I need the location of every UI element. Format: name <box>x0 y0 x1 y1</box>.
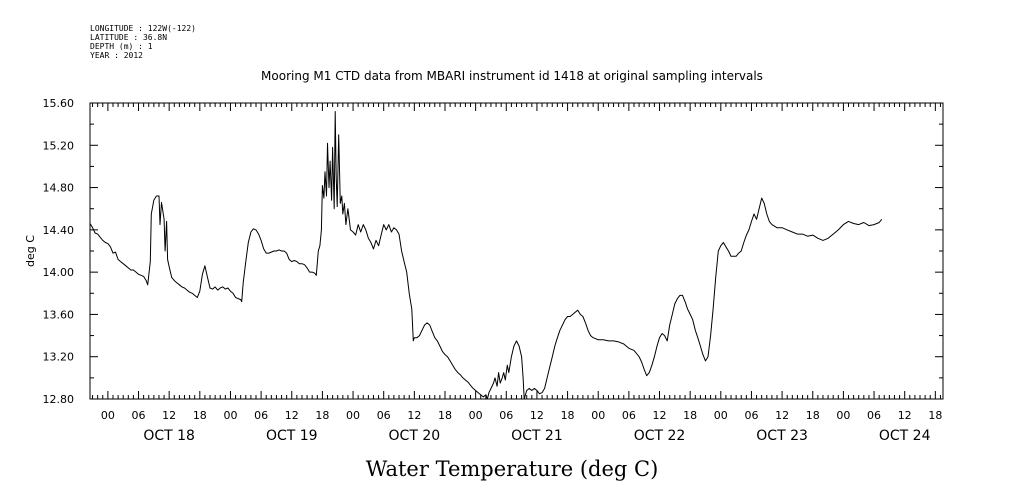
x-hour-label: 18 <box>561 409 575 422</box>
x-day-label: OCT 18 <box>143 428 195 444</box>
x-hour-label: 00 <box>591 409 605 422</box>
x-hour-label: 06 <box>377 409 391 422</box>
metadata-block: LONGITUDE : 122W(-122) LATITUDE : 36.8N … <box>90 24 196 60</box>
chart-title: Mooring M1 CTD data from MBARI instrumen… <box>261 69 763 83</box>
temperature-series-line <box>89 111 883 400</box>
x-hour-label: 18 <box>438 409 452 422</box>
y-axis-label: deg C <box>24 235 37 267</box>
x-hour-label: 12 <box>407 409 421 422</box>
y-tick-label: 14.40 <box>43 224 75 237</box>
y-axis: 12.80 13.20 13.60 14.00 14.40 14.80 15.20 15.60 <box>43 97 943 406</box>
x-hour-label: 06 <box>867 409 881 422</box>
x-hour-label: 00 <box>836 409 850 422</box>
x-hour-label: 00 <box>346 409 360 422</box>
x-hour-label: 18 <box>928 409 942 422</box>
x-hour-label: 12 <box>530 409 544 422</box>
x-axis: 00 06 12 18 00 06 12 18 00 06 12 18 00 06 12 18 00 06 12 18… <box>92 103 942 444</box>
longitude-label: LONGITUDE : 122W(-122) <box>90 24 196 33</box>
x-hour-label: 12 <box>653 409 667 422</box>
x-hour-label: 18 <box>193 409 207 422</box>
depth-label: DEPTH (m) : 1 <box>90 42 153 51</box>
x-day-label: OCT 21 <box>511 428 563 444</box>
x-day-label: OCT 20 <box>389 428 441 444</box>
x-hour-label: 06 <box>132 409 146 422</box>
x-hour-label: 00 <box>469 409 483 422</box>
y-tick-label: 15.60 <box>43 97 75 110</box>
y-tick-label: 15.20 <box>43 139 75 152</box>
x-hour-label: 06 <box>499 409 513 422</box>
y-tick-label: 14.80 <box>43 182 75 195</box>
year-label: YEAR : 2012 <box>90 51 143 60</box>
x-hour-label: 00 <box>714 409 728 422</box>
x-hour-label: 12 <box>775 409 789 422</box>
x-hour-label: 06 <box>744 409 758 422</box>
y-tick-label: 12.80 <box>43 393 75 406</box>
series-layer <box>89 111 883 400</box>
x-hour-label: 00 <box>101 409 115 422</box>
x-hour-label: 06 <box>622 409 636 422</box>
x-day-label: OCT 22 <box>634 428 686 444</box>
y-tick-label: 14.00 <box>43 266 75 279</box>
x-day-label: OCT 19 <box>266 428 318 444</box>
x-hour-label: 12 <box>162 409 176 422</box>
latitude-label: LATITUDE : 36.8N <box>90 33 167 42</box>
x-hour-label: 12 <box>285 409 299 422</box>
x-hour-label: 18 <box>806 409 820 422</box>
x-day-label: OCT 23 <box>756 428 808 444</box>
x-hour-label: 18 <box>315 409 329 422</box>
plot-frame <box>89 102 944 400</box>
x-axis-title: Water Temperature (deg C) <box>366 457 659 481</box>
y-tick-label: 13.20 <box>43 351 75 364</box>
x-hour-label: 12 <box>898 409 912 422</box>
x-hour-label: 06 <box>254 409 268 422</box>
x-hour-label: 18 <box>683 409 697 422</box>
x-day-label: OCT 24 <box>879 428 931 444</box>
x-hour-label: 00 <box>223 409 237 422</box>
y-tick-label: 13.60 <box>43 308 75 321</box>
